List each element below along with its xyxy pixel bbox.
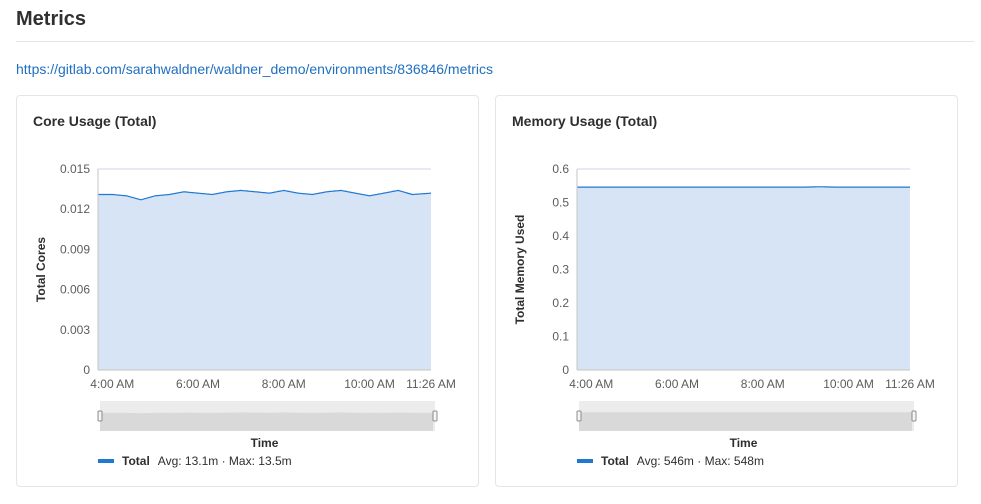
memory-usage-panel: Memory Usage (Total) 0 0.1 0.2 0.3 0.4 0.5 0.6… <box>495 95 958 487</box>
panel-title: Memory Usage (Total) <box>512 113 658 129</box>
y-tick-label: 0.2 <box>552 296 569 310</box>
x-tick-label: 8:00 AM <box>262 377 306 391</box>
chart-legend[interactable]: Total Avg: 546m · Max: 548m <box>577 454 764 468</box>
series-line-total <box>98 189 432 201</box>
y-tick-label: 0.003 <box>60 323 90 337</box>
legend-swatch <box>577 459 593 463</box>
x-tick-label: 11:26 AM <box>885 377 935 391</box>
zoom-handle-right[interactable] <box>432 410 438 422</box>
y-tick-label: 0 <box>83 363 90 377</box>
y-tick-label: 0.6 <box>552 162 569 176</box>
y-axis-title: Total Memory Used <box>513 215 527 325</box>
zoom-handle-left[interactable] <box>97 410 103 422</box>
x-tick-label: 4:00 AM <box>569 377 613 391</box>
zoom-handle-right[interactable] <box>911 410 917 422</box>
legend-stats: Avg: 546m · Max: 548m <box>636 454 764 468</box>
y-tick-label: 0.5 <box>552 196 569 210</box>
y-tick-label: 0.006 <box>60 283 90 297</box>
core-usage-panel: Core Usage (Total) 0 0.003 0.006 0.009 0.012… <box>16 95 479 487</box>
y-tick-label: 0.1 <box>552 330 569 344</box>
memory-usage-chart[interactable]: 0 0.1 0.2 0.3 0.4 0.5 0.6 4:00 AM 6:00 AM 8:00 AM… <box>496 96 959 488</box>
x-tick-label: 10:00 AM <box>823 377 874 391</box>
title-divider <box>16 41 974 42</box>
x-tick-label: 10:00 AM <box>344 377 395 391</box>
x-tick-label: 6:00 AM <box>655 377 699 391</box>
y-axis-title: Total Cores <box>34 237 48 302</box>
y-tick-label: 0.3 <box>552 263 569 277</box>
x-tick-label: 4:00 AM <box>90 377 134 391</box>
panel-title: Core Usage (Total) <box>33 113 157 129</box>
y-tick-label: 0 <box>562 363 569 377</box>
x-tick-label: 8:00 AM <box>741 377 785 391</box>
zoom-slider-preview <box>100 412 433 431</box>
y-tick-label: 0.012 <box>60 202 90 216</box>
y-tick-label: 0.015 <box>60 162 90 176</box>
x-axis-title: Time <box>251 436 279 450</box>
chart-legend[interactable]: Total Avg: 13.1m · Max: 13.5m <box>98 454 292 468</box>
legend-stats: Avg: 13.1m · Max: 13.5m <box>157 454 292 468</box>
series-area-total <box>577 186 910 370</box>
metrics-url-link[interactable]: https://gitlab.com/sarahwaldner/waldner_… <box>16 61 494 77</box>
x-tick-label: 11:26 AM <box>406 377 456 391</box>
page-title: Metrics <box>16 8 87 30</box>
zoom-handle-left[interactable] <box>576 410 582 422</box>
legend-series-name: Total <box>601 454 629 468</box>
x-tick-label: 6:00 AM <box>176 377 220 391</box>
y-tick-label: 0.4 <box>552 229 569 243</box>
legend-swatch <box>98 459 114 463</box>
core-usage-chart[interactable]: 0 0.003 0.006 0.009 0.012 0.015 4:00 AM 6:00 AM… <box>17 96 480 488</box>
series-area-total <box>98 190 431 370</box>
y-tick-label: 0.009 <box>60 242 90 256</box>
legend-series-name: Total <box>122 454 150 468</box>
x-axis-title: Time <box>730 436 758 450</box>
zoom-slider-preview <box>579 412 912 431</box>
